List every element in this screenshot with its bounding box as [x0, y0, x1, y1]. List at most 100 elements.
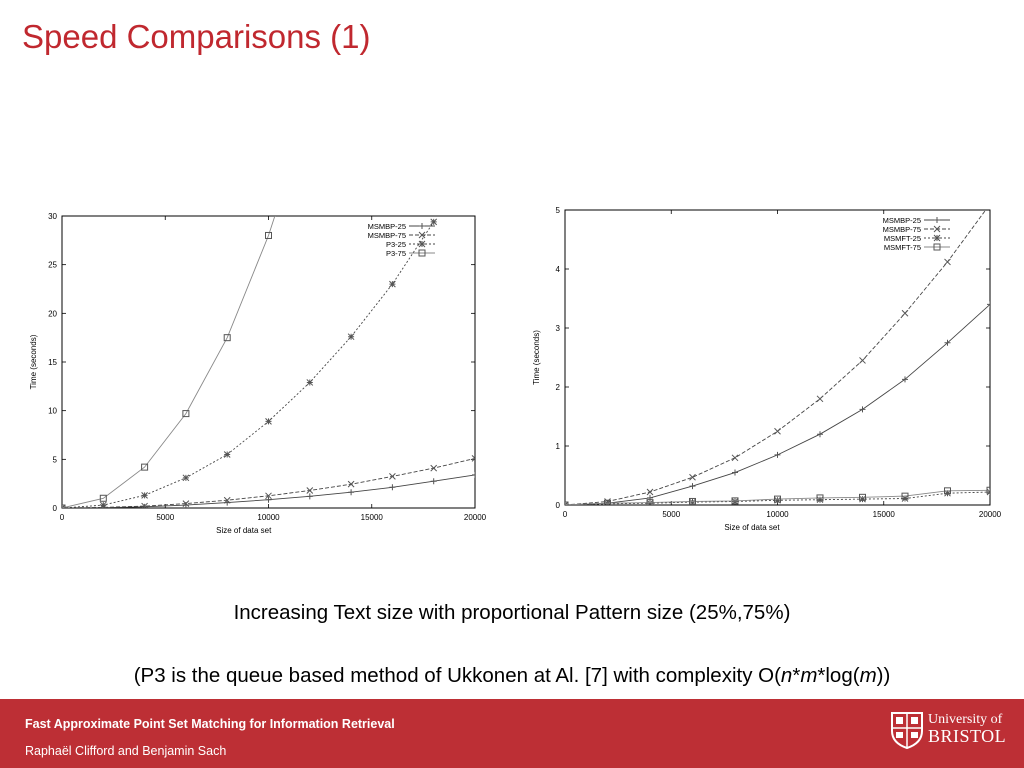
x-tick-label: 10000 [257, 513, 280, 522]
legend-marker-msmbp-25 [419, 223, 425, 229]
y-tick-label: 2 [556, 383, 561, 392]
legend-label-msmft-25: MSMFT-25 [884, 234, 921, 243]
caption-p3-method: (P3 is the queue based method of Ukkonen… [0, 664, 1024, 688]
data-point-msmft-75 [731, 497, 739, 505]
data-point-msmft-75 [816, 494, 824, 502]
logo-line2: BRISTOL [928, 726, 1007, 746]
caption2-n: n [780, 664, 793, 687]
x-tick-label: 10000 [766, 510, 789, 519]
data-point-msmft-25 [859, 495, 866, 503]
data-point-msmbp-75 [141, 502, 148, 508]
data-point-msmbp-25 [348, 489, 355, 496]
data-point-msmft-25 [731, 498, 739, 505]
data-point-msmbp-25 [689, 483, 696, 490]
caption-increasing-text: Increasing Text size with proportional P… [233, 601, 791, 624]
data-point-msmft-25 [774, 496, 781, 504]
data-point-msmbp-25 [389, 484, 396, 491]
data-point-msmbp-75 [774, 427, 781, 435]
data-point-msmft-25 [944, 489, 951, 497]
series-group [565, 201, 993, 505]
series-line-msmbp-25 [565, 304, 990, 505]
data-point-msmft-75 [646, 499, 654, 505]
data-point-p3-25 [306, 379, 314, 386]
series-line-msmbp-25 [62, 474, 475, 508]
caption2-prefix: (P3 is the queue based method of Ukkonen… [133, 664, 781, 687]
legend-label-msmbp-75: MSMBP-75 [368, 231, 406, 240]
caption2-m2: m [859, 664, 877, 687]
chart-right: 0 1 2 3 4 5 0 5000 10000 15000 20000 Size of data s… [532, 201, 1002, 532]
data-point-msmbp-25 [472, 471, 475, 478]
data-point-msmbp-25 [774, 451, 781, 458]
data-point-p3-25 [389, 280, 396, 288]
data-point-msmft-75 [986, 486, 990, 494]
x-tick-label: 15000 [873, 510, 896, 519]
data-point-msmbp-75 [944, 258, 951, 266]
footer-authors: Raphaël Clifford and Benjamin Sach [25, 744, 227, 758]
data-point-msmbp-25 [265, 496, 272, 503]
caption2-suffix: )) [876, 664, 891, 687]
data-point-msmbp-75 [306, 487, 314, 494]
legend-label-msmbp-25: MSMBP-25 [883, 216, 921, 225]
x-tick-label: 15000 [361, 513, 384, 522]
legend-marker-msmft-75 [933, 243, 941, 251]
series-line-p3-75 [62, 216, 276, 508]
data-point-msmbp-25 [430, 478, 437, 485]
data-point-msmft-75 [859, 493, 866, 501]
y-tick-label: 15 [48, 358, 57, 367]
legend-marker-msmbp-75 [418, 231, 426, 239]
y-tick-label: 0 [556, 501, 561, 510]
data-point-msmbp-75 [430, 464, 438, 472]
data-point-p3-25 [182, 474, 190, 482]
data-point-msmbp-75 [182, 500, 190, 507]
data-point-msmbp-25 [732, 469, 738, 476]
caption2-m: m [800, 664, 818, 687]
y-tick-label: 5 [53, 455, 58, 464]
legend-marker-msmbp-75 [933, 225, 941, 233]
y-tick-label: 10 [48, 407, 57, 416]
x-tick-label: 5000 [156, 513, 174, 522]
data-point-msmbp-75 [987, 201, 993, 207]
data-point-msmbp-25 [902, 376, 908, 383]
data-point-p3-25 [99, 501, 107, 508]
y-tick-label: 30 [48, 212, 57, 221]
data-point-msmft-75 [774, 495, 781, 503]
data-point-msmbp-75 [731, 454, 739, 462]
plot-frame [61, 215, 476, 509]
y-tick-label: 0 [53, 504, 58, 513]
data-point-msmbp-75 [901, 309, 909, 317]
data-point-msmft-75 [944, 487, 951, 495]
data-point-msmbp-75 [223, 496, 231, 504]
y-tick-label: 25 [48, 261, 57, 270]
data-point-msmbp-25 [306, 493, 313, 500]
data-point-msmbp-75 [689, 473, 696, 481]
legend-marker-p3-75 [418, 249, 426, 257]
y-tick-label: 5 [556, 206, 561, 215]
x-tick-label: 20000 [464, 513, 487, 522]
x-axis-label: Size of data set [724, 523, 780, 532]
y-tick-label: 1 [556, 442, 561, 451]
data-point-msmbp-75 [471, 455, 475, 462]
data-point-p3-25 [265, 418, 272, 425]
legend-label-msmft-75: MSMFT-75 [884, 243, 921, 252]
data-point-msmft-75 [604, 499, 611, 505]
data-point-msmbp-75 [347, 480, 355, 488]
logo-wordmark: University of BRISTOL [928, 712, 1007, 746]
legend-marker-msmft-25 [933, 234, 941, 242]
y-axis-label: Time (seconds) [29, 334, 38, 389]
data-point-p3-75 [99, 494, 107, 502]
footer-bar: Fast Approximate Point Set Matching for … [0, 699, 1024, 768]
y-axis-label: Time (seconds) [532, 330, 541, 385]
data-point-p3-75 [141, 463, 149, 471]
data-point-msmft-75 [901, 492, 909, 500]
data-point-msmft-25 [689, 498, 696, 505]
series-line-p3-25 [62, 221, 435, 508]
data-point-p3-25 [430, 218, 438, 226]
chart-left: 0 5 10 15 20 25 30 0 5000 10000 15000 20000 Size of … [29, 212, 487, 535]
caption2-log: *log( [817, 664, 860, 687]
data-point-p3-75 [265, 231, 272, 239]
crest-icon [891, 712, 923, 749]
x-tick-label: 0 [60, 513, 65, 522]
legend-marker-msmbp-25 [934, 217, 940, 223]
legend-label-p3-75: P3-75 [386, 249, 406, 258]
legend-label-p3-25: P3-25 [386, 240, 406, 249]
